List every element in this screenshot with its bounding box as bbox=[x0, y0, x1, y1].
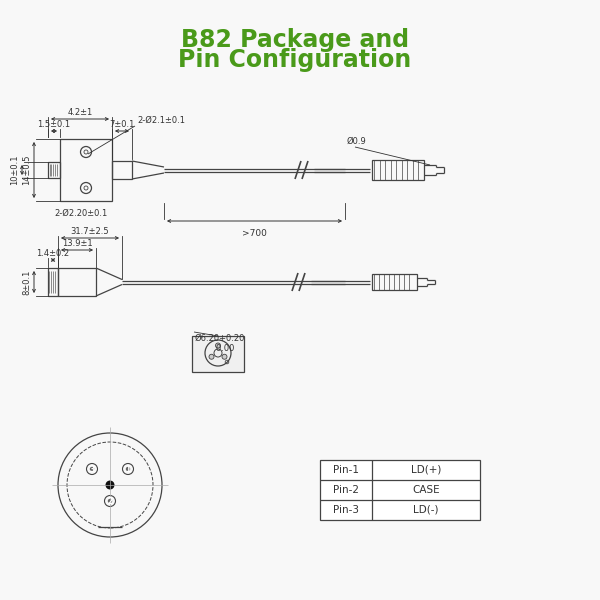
Text: Pin-2: Pin-2 bbox=[333, 485, 359, 495]
Circle shape bbox=[126, 467, 130, 471]
Text: Ø0.9: Ø0.9 bbox=[347, 137, 367, 146]
Bar bbox=[48, 162, 60, 178]
Text: 1: 1 bbox=[125, 464, 131, 473]
Circle shape bbox=[90, 467, 94, 471]
Text: 2-Ø2.1±0.1: 2-Ø2.1±0.1 bbox=[137, 116, 185, 125]
Bar bbox=[112, 161, 132, 179]
Text: 3: 3 bbox=[89, 464, 95, 473]
Bar bbox=[372, 274, 417, 290]
Text: 13.9±1: 13.9±1 bbox=[62, 239, 92, 248]
Circle shape bbox=[209, 354, 214, 359]
Text: >700: >700 bbox=[242, 229, 267, 238]
Bar bbox=[192, 336, 244, 372]
Text: 14±0.5: 14±0.5 bbox=[22, 155, 31, 185]
Circle shape bbox=[108, 499, 112, 503]
Text: 31.7±2.5: 31.7±2.5 bbox=[71, 227, 109, 236]
Circle shape bbox=[106, 481, 115, 490]
Bar bbox=[320, 460, 480, 520]
Circle shape bbox=[222, 354, 227, 359]
Text: 1.5±0.1: 1.5±0.1 bbox=[37, 120, 71, 129]
Text: CASE: CASE bbox=[412, 485, 440, 495]
Text: LD(+): LD(+) bbox=[411, 465, 441, 475]
Text: LD(-): LD(-) bbox=[413, 505, 439, 515]
Text: 8±0.1: 8±0.1 bbox=[22, 269, 31, 295]
Text: Ø6.20+0.20
        0.00: Ø6.20+0.20 0.00 bbox=[195, 334, 245, 353]
Text: 4.2±1: 4.2±1 bbox=[67, 108, 92, 117]
Text: Pin-1: Pin-1 bbox=[333, 465, 359, 475]
Bar bbox=[48, 268, 58, 296]
Bar bbox=[58, 268, 96, 296]
Bar bbox=[372, 160, 424, 180]
Text: 2-Ø2.20±0.1: 2-Ø2.20±0.1 bbox=[55, 209, 107, 218]
Text: 1.4±0.2: 1.4±0.2 bbox=[37, 249, 70, 258]
Text: 2: 2 bbox=[107, 497, 113, 505]
Text: Pin Configuration: Pin Configuration bbox=[178, 48, 412, 72]
Bar bbox=[60, 139, 112, 201]
Text: Pin-3: Pin-3 bbox=[333, 505, 359, 515]
Text: B82 Package and: B82 Package and bbox=[181, 28, 409, 52]
Text: 10±0.1: 10±0.1 bbox=[10, 155, 19, 185]
Text: 7±0.1: 7±0.1 bbox=[109, 120, 134, 129]
Circle shape bbox=[215, 343, 221, 348]
